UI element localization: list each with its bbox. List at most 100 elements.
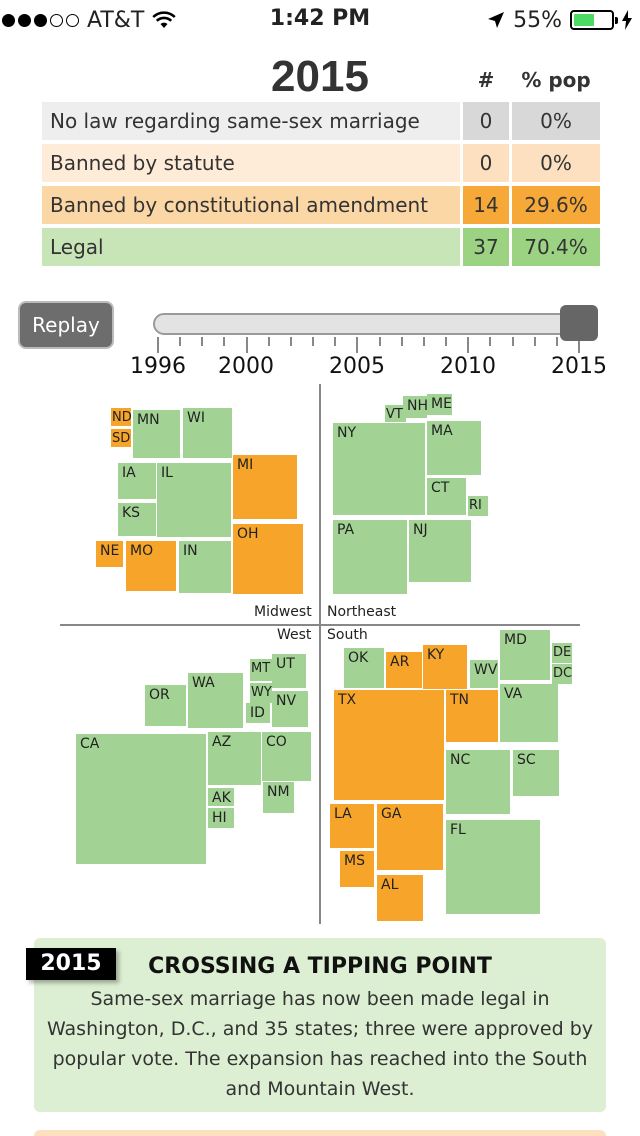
state-label: OK: [348, 650, 369, 666]
state-nd[interactable]: ND: [111, 408, 132, 426]
state-me[interactable]: ME: [427, 394, 452, 415]
state-label: WV: [474, 662, 498, 678]
year-tick-label: 2000: [218, 354, 274, 379]
state-mo[interactable]: MO: [126, 541, 176, 591]
state-sd[interactable]: SD: [111, 429, 131, 447]
year-tick: [555, 337, 558, 346]
status-time: 1:42 PM: [269, 6, 371, 31]
row-label: Banned by constitutional amendment: [42, 186, 460, 224]
state-sc[interactable]: SC: [513, 750, 559, 796]
year-tick: [445, 337, 448, 346]
state-ia[interactable]: IA: [118, 463, 156, 499]
state-label: KY: [427, 647, 445, 663]
state-hi[interactable]: HI: [208, 808, 234, 828]
state-oh[interactable]: OH: [233, 524, 303, 594]
state-fl[interactable]: FL: [446, 820, 540, 914]
state-al[interactable]: AL: [377, 875, 423, 921]
state-ut[interactable]: UT: [272, 654, 306, 688]
state-tn[interactable]: TN: [446, 690, 498, 742]
state-az[interactable]: AZ: [208, 732, 261, 785]
state-va[interactable]: VA: [500, 684, 558, 742]
next-milestone-card: [34, 1130, 606, 1136]
milestone-card: [34, 938, 606, 1112]
year-tick: [467, 337, 470, 353]
state-ny[interactable]: NY: [333, 423, 425, 515]
state-ga[interactable]: GA: [377, 804, 443, 870]
state-nj[interactable]: NJ: [409, 520, 471, 582]
state-id[interactable]: ID: [246, 703, 270, 723]
state-label: CA: [80, 736, 100, 752]
state-dc[interactable]: DC: [552, 664, 572, 684]
map-divider-vertical: [319, 626, 321, 924]
state-mi[interactable]: MI: [233, 455, 297, 519]
state-ks[interactable]: KS: [118, 503, 156, 536]
state-label: NE: [100, 543, 120, 559]
state-or[interactable]: OR: [145, 685, 186, 726]
state-label: WI: [187, 410, 205, 426]
state-label: VT: [386, 407, 403, 422]
state-ca[interactable]: CA: [76, 734, 206, 864]
year-tick-label: 2005: [329, 354, 385, 379]
map-divider-vertical: [319, 384, 321, 626]
state-label: NY: [337, 425, 357, 441]
state-label: CT: [431, 480, 450, 496]
state-co[interactable]: CO: [262, 732, 311, 781]
state-ct[interactable]: CT: [427, 478, 466, 515]
region-label-northeast: Northeast: [327, 604, 397, 620]
state-label: OR: [149, 687, 170, 703]
state-ar[interactable]: AR: [386, 652, 422, 688]
state-ak[interactable]: AK: [208, 788, 234, 806]
year-tick: [157, 337, 159, 353]
state-mt[interactable]: MT: [250, 659, 272, 681]
state-label: MO: [130, 543, 154, 559]
state-il[interactable]: IL: [157, 463, 231, 537]
state-ok[interactable]: OK: [344, 648, 384, 688]
row-pop-percent: 0%: [512, 102, 600, 140]
status-row-banned-amendment: Banned by constitutional amendment 14 29…: [42, 186, 600, 224]
pop-column-header: % pop: [521, 68, 591, 92]
location-arrow-icon: [488, 12, 505, 28]
state-in[interactable]: IN: [179, 541, 231, 593]
state-de[interactable]: DE: [552, 643, 572, 663]
state-nc[interactable]: NC: [446, 750, 510, 814]
state-wy[interactable]: WY: [250, 683, 272, 703]
state-ma[interactable]: MA: [427, 421, 481, 475]
replay-button[interactable]: Replay: [20, 303, 112, 347]
row-label: No law regarding same-sex marriage: [42, 102, 460, 140]
state-nm[interactable]: NM: [263, 782, 294, 813]
state-ky[interactable]: KY: [423, 645, 467, 689]
status-bar: AT&T 1:42 PM 55%: [0, 0, 640, 40]
state-label: CO: [266, 734, 287, 750]
state-label: SD: [112, 431, 131, 446]
state-label: HI: [212, 810, 227, 826]
state-label: IA: [122, 465, 136, 481]
state-mn[interactable]: MN: [133, 410, 180, 458]
state-label: GA: [381, 806, 402, 822]
state-label: VA: [504, 686, 523, 702]
year-slider-handle[interactable]: [560, 305, 598, 341]
status-row-banned-statute: Banned by statute 0 0%: [42, 144, 600, 182]
state-label: NH: [407, 398, 428, 414]
year-title: 2015: [271, 52, 369, 101]
state-ne[interactable]: NE: [96, 541, 123, 567]
state-wv[interactable]: WV: [470, 660, 498, 688]
state-label: ND: [112, 410, 132, 425]
state-la[interactable]: LA: [330, 804, 374, 848]
year-tick: [511, 337, 514, 346]
state-vt[interactable]: VT: [385, 405, 406, 422]
state-nv[interactable]: NV: [272, 691, 308, 727]
year-tick: [422, 337, 425, 346]
year-tick: [245, 337, 248, 353]
state-wi[interactable]: WI: [183, 408, 232, 458]
state-pa[interactable]: PA: [333, 520, 407, 594]
state-ri[interactable]: RI: [468, 496, 488, 516]
state-label: AR: [390, 654, 410, 670]
state-tx[interactable]: TX: [334, 690, 444, 800]
row-count: 14: [463, 186, 509, 224]
row-label: Legal: [42, 228, 460, 266]
state-wa[interactable]: WA: [188, 673, 243, 728]
state-ms[interactable]: MS: [340, 851, 374, 887]
state-nh[interactable]: NH: [403, 396, 428, 418]
year-slider-track[interactable]: [153, 313, 583, 335]
state-md[interactable]: MD: [500, 630, 550, 680]
